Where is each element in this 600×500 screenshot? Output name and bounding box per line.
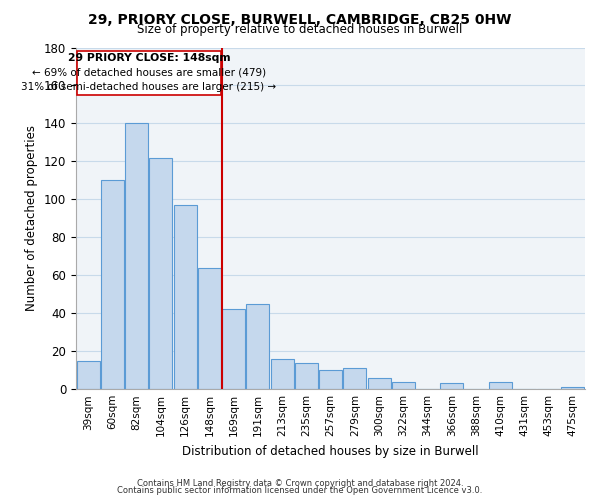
- Bar: [392, 382, 415, 389]
- Bar: [173, 205, 197, 389]
- Text: 29 PRIORY CLOSE: 148sqm: 29 PRIORY CLOSE: 148sqm: [68, 53, 230, 63]
- Bar: [149, 158, 172, 389]
- Text: 31% of semi-detached houses are larger (215) →: 31% of semi-detached houses are larger (…: [21, 82, 277, 92]
- Bar: [247, 304, 269, 389]
- Text: ← 69% of detached houses are smaller (479): ← 69% of detached houses are smaller (47…: [32, 68, 266, 78]
- Bar: [77, 52, 221, 95]
- Bar: [343, 368, 367, 389]
- Bar: [319, 370, 342, 389]
- Bar: [440, 384, 463, 389]
- X-axis label: Distribution of detached houses by size in Burwell: Distribution of detached houses by size …: [182, 444, 479, 458]
- Text: Contains HM Land Registry data © Crown copyright and database right 2024.: Contains HM Land Registry data © Crown c…: [137, 478, 463, 488]
- Bar: [222, 310, 245, 389]
- Y-axis label: Number of detached properties: Number of detached properties: [25, 126, 38, 312]
- Bar: [198, 268, 221, 389]
- Bar: [77, 360, 100, 389]
- Bar: [368, 378, 391, 389]
- Text: Size of property relative to detached houses in Burwell: Size of property relative to detached ho…: [137, 22, 463, 36]
- Bar: [295, 362, 318, 389]
- Text: Contains public sector information licensed under the Open Government Licence v3: Contains public sector information licen…: [118, 486, 482, 495]
- Bar: [101, 180, 124, 389]
- Bar: [125, 124, 148, 389]
- Text: 29, PRIORY CLOSE, BURWELL, CAMBRIDGE, CB25 0HW: 29, PRIORY CLOSE, BURWELL, CAMBRIDGE, CB…: [88, 12, 512, 26]
- Bar: [271, 359, 293, 389]
- Bar: [488, 382, 512, 389]
- Bar: [562, 388, 584, 389]
